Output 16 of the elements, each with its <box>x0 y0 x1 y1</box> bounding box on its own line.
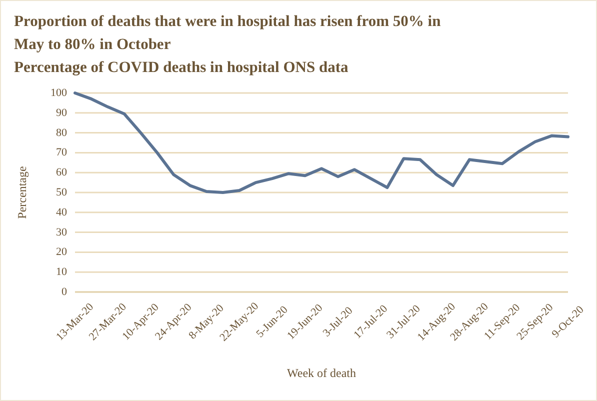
chart-subtitle: Percentage of COVID deaths in hospital ONS data <box>14 59 349 76</box>
y-tick-label: 40 <box>56 206 68 218</box>
y-tick-label: 60 <box>56 166 68 179</box>
y-tick-label: 90 <box>56 106 68 119</box>
x-axis-title: Week of death <box>287 366 356 380</box>
y-tick-label: 70 <box>56 146 68 159</box>
y-tick-label: 30 <box>56 226 68 238</box>
y-tick-label: 80 <box>56 126 68 139</box>
y-tick-label: 0 <box>62 286 68 298</box>
line-series <box>74 92 570 194</box>
y-tick-label: 10 <box>56 266 68 278</box>
y-tick-label: 100 <box>50 87 68 99</box>
chart-title: Proportion of deaths that were in hospital has risen from 50% in May to 80% in October <box>14 13 442 53</box>
y-tick-label: 50 <box>56 186 68 198</box>
y-tick-label: 20 <box>56 246 68 258</box>
y-axis-title: Percentage <box>15 166 29 219</box>
